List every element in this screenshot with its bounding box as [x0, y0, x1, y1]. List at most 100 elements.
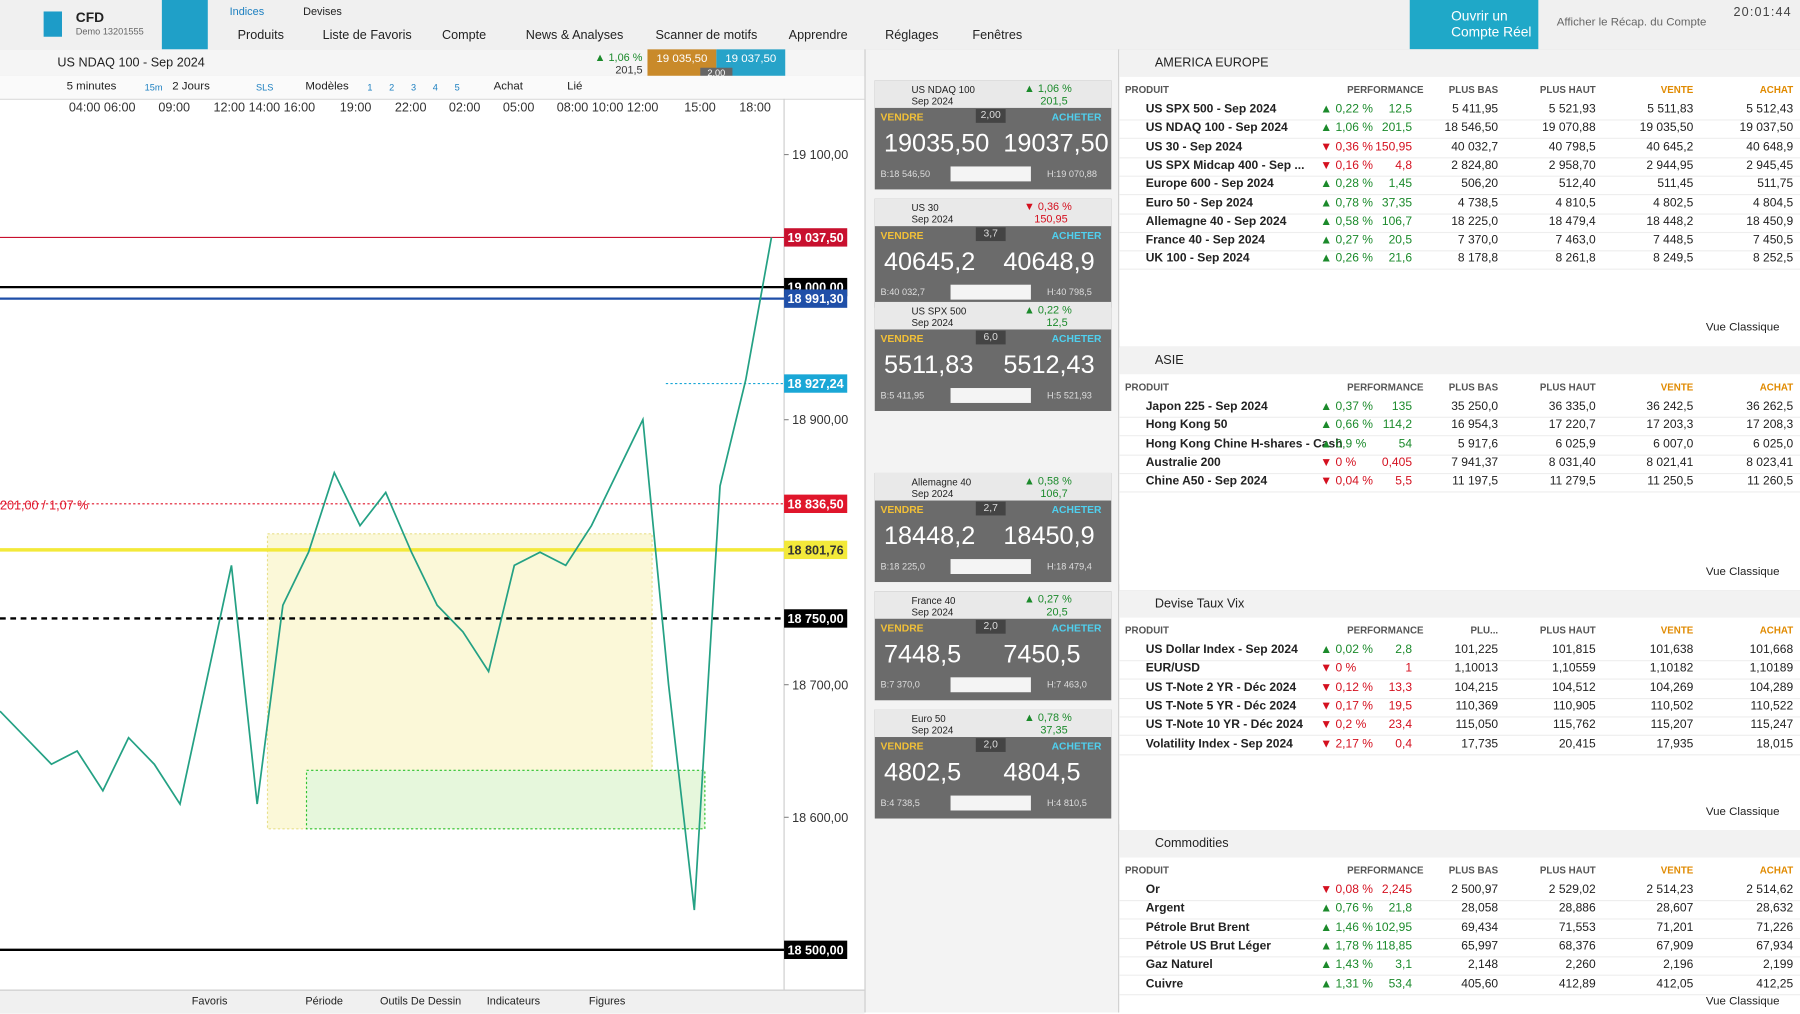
open-account-button[interactable]: Ouvrir un Compte Réel [1409, 0, 1539, 50]
cell[interactable]: Gaz Naturel [1145, 957, 1213, 972]
cell[interactable]: 101,668 [1749, 642, 1794, 657]
cell[interactable]: Cuivre [1145, 976, 1184, 991]
toolbar-button[interactable]: Période [305, 995, 343, 1008]
cell[interactable]: Euro 50 - Sep 2024 [1145, 195, 1253, 210]
cell[interactable]: 17 208,3 [1746, 418, 1794, 432]
cell[interactable]: 2,196 [1663, 957, 1694, 972]
cell[interactable]: 18 450,9 [1746, 214, 1794, 229]
cell[interactable]: 40 645,2 [1646, 139, 1694, 154]
cell[interactable]: 19 035,50 [1639, 120, 1694, 135]
cell[interactable]: Or [1145, 882, 1160, 897]
sls[interactable]: SLS [256, 82, 274, 93]
cell[interactable]: EUR/USD [1145, 661, 1200, 676]
cell[interactable]: Hong Kong Chine H-shares - Cash [1145, 436, 1343, 451]
cell[interactable]: 8 249,5 [1653, 251, 1694, 266]
menu-item[interactable]: Liste de Favoris [322, 28, 412, 43]
panel-title[interactable]: Devise Taux Vix [1154, 596, 1245, 611]
cell[interactable]: Volatility Index - Sep 2024 [1145, 736, 1293, 751]
cell[interactable]: 1,10182 [1649, 661, 1694, 676]
cell[interactable]: US 30 - Sep 2024 [1145, 139, 1243, 154]
cell[interactable]: US T-Note 5 YR - Déc 2024 [1145, 699, 1297, 713]
cell[interactable]: 6 025,0 [1752, 436, 1794, 451]
cell[interactable]: 5 512,43 [1746, 102, 1794, 116]
cell[interactable]: 67,934 [1756, 938, 1794, 953]
layout-slot[interactable]: 5 [454, 82, 460, 93]
cell[interactable]: 7 450,5 [1752, 233, 1794, 247]
qty-box[interactable] [950, 559, 1031, 574]
cell[interactable]: 511,45 [1657, 177, 1694, 191]
qty-box[interactable] [950, 795, 1031, 811]
panel-title[interactable]: Commodities [1154, 836, 1229, 851]
toolbar-button[interactable]: Outils De Dessin [379, 995, 462, 1008]
cell[interactable]: 71,226 [1756, 920, 1794, 935]
cell[interactable]: 17,935 [1656, 736, 1694, 751]
qty-box[interactable] [950, 388, 1031, 403]
cell[interactable]: US SPX Midcap 400 - Sep ... [1145, 158, 1305, 173]
sell-price[interactable]: 7448,5 [883, 639, 962, 669]
cell[interactable]: Pétrole Brut Brent [1145, 920, 1250, 935]
cell[interactable]: 2,199 [1763, 957, 1794, 972]
cell[interactable]: 412,25 [1756, 976, 1794, 991]
cell[interactable]: 28,607 [1656, 901, 1694, 916]
menu-item[interactable]: Compte [441, 28, 487, 43]
cell[interactable]: 11 250,5 [1647, 474, 1694, 489]
cell[interactable]: 19 037,50 [1739, 120, 1794, 135]
toolbar-button[interactable]: Figures [588, 995, 626, 1008]
qty-box[interactable] [950, 284, 1031, 300]
cell[interactable]: France 40 - Sep 2024 [1145, 233, 1265, 247]
sell-price[interactable]: 40645,2 [883, 246, 976, 276]
cell[interactable]: Chine A50 - Sep 2024 [1145, 474, 1268, 489]
cell[interactable]: 104,269 [1649, 680, 1694, 695]
buy-price[interactable]: 5512,43 [1003, 350, 1095, 379]
layout-slot[interactable]: 3 [410, 82, 417, 93]
qty-box[interactable] [950, 166, 1031, 182]
footer-link[interactable]: Vue Classique [1705, 321, 1780, 335]
cell[interactable]: 101,638 [1649, 642, 1694, 657]
menu-item[interactable]: Apprendre [788, 28, 848, 43]
cell[interactable]: 4 804,5 [1752, 195, 1794, 210]
footer-link[interactable]: Vue Classique [1705, 805, 1780, 819]
menu-item[interactable]: News & Analyses [525, 28, 624, 43]
toolbar-button[interactable]: Favoris [191, 995, 228, 1008]
panel-title[interactable]: AMERICA EUROPE [1154, 56, 1269, 71]
linked[interactable]: Lié [567, 80, 583, 93]
menu-item[interactable]: Fenêtres [972, 28, 1023, 43]
cell[interactable]: 1,10189 [1749, 661, 1794, 676]
cell[interactable]: 2 944,95 [1646, 158, 1694, 173]
cell[interactable]: 40 648,9 [1746, 139, 1794, 154]
footer-link[interactable]: Vue Classique [1705, 565, 1780, 579]
menu-item[interactable]: Réglages [885, 28, 939, 43]
cell[interactable]: 4 802,5 [1653, 195, 1694, 210]
sell-price[interactable]: 5511,83 [883, 350, 974, 379]
cell[interactable]: 5 511,83 [1647, 102, 1694, 116]
sell-price[interactable]: 19035,50 [883, 128, 990, 158]
side[interactable]: Achat [493, 80, 524, 93]
cell[interactable]: 2 514,62 [1746, 882, 1794, 897]
cell[interactable]: Pétrole US Brut Léger [1145, 938, 1271, 953]
range[interactable]: 2 Jours [172, 80, 210, 93]
layout-slot[interactable]: 1 [367, 82, 373, 93]
cell[interactable]: 67,909 [1656, 938, 1694, 953]
cell[interactable]: US SPX 500 - Sep 2024 [1145, 102, 1277, 116]
cell[interactable]: 18 448,2 [1646, 214, 1694, 229]
panel-title[interactable]: ASIE [1154, 353, 1184, 368]
tab[interactable]: Devises [303, 5, 342, 19]
cell[interactable]: 36 242,5 [1646, 399, 1694, 414]
cell[interactable]: 2 945,45 [1746, 158, 1794, 173]
toolbar-button[interactable]: Indicateurs [486, 995, 541, 1008]
cell[interactable]: US T-Note 10 YR - Déc 2024 [1145, 717, 1303, 732]
cell[interactable]: 110,502 [1650, 699, 1694, 713]
cell[interactable]: Australie 200 [1145, 455, 1221, 470]
sell-price[interactable]: 4802,5 [883, 757, 962, 787]
cell[interactable]: 8 252,5 [1752, 251, 1794, 266]
cell[interactable]: 71,201 [1656, 920, 1694, 935]
cell[interactable]: 110,522 [1750, 699, 1794, 713]
footer-link[interactable]: Vue Classique [1705, 995, 1780, 1008]
cell[interactable]: Argent [1145, 901, 1185, 916]
models[interactable]: Modèles [305, 80, 349, 93]
cell[interactable]: 115,247 [1750, 717, 1794, 732]
cell[interactable]: 6 007,0 [1653, 436, 1694, 451]
buy-price[interactable]: 18450,9 [1003, 521, 1095, 550]
tab[interactable]: Indices [229, 5, 265, 19]
cell[interactable]: 18,015 [1756, 736, 1794, 751]
